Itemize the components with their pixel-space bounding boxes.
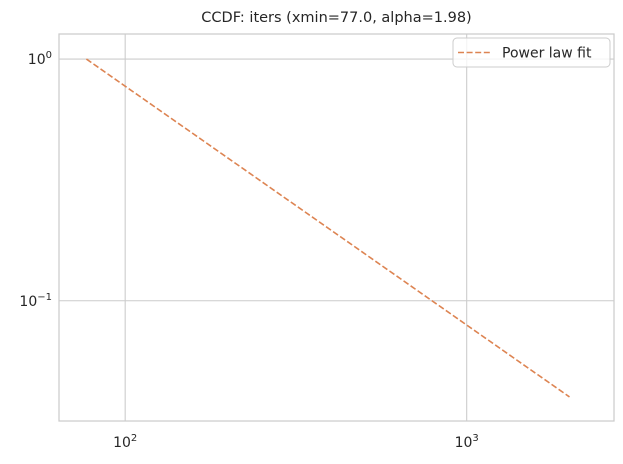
x-tick-exponent: 3 — [472, 433, 478, 444]
grid — [59, 34, 614, 421]
plot-area-frame — [58, 33, 615, 422]
legend: Power law fit — [452, 37, 611, 68]
chart-title: CCDF: iters (xmin=77.0, alpha=1.98) — [201, 10, 471, 26]
legend-box — [452, 37, 611, 68]
legend-label-power-law-fit: Power law fit — [502, 46, 592, 62]
x-tick-labels: 102 103 — [113, 433, 479, 451]
y-tick-base: 10 — [19, 294, 37, 310]
x-tick-base: 10 — [113, 435, 131, 451]
y-tick-exponent: −1 — [37, 292, 52, 303]
x-tick-base: 10 — [455, 435, 473, 451]
x-tick-exponent: 2 — [131, 433, 137, 444]
y-tick-base: 10 — [28, 52, 46, 68]
y-tick-label: 100 — [28, 50, 52, 68]
x-tick-label: 102 — [113, 433, 137, 451]
series-line-power-law-fit — [85, 58, 570, 398]
x-tick-label: 103 — [455, 433, 479, 451]
y-tick-label: 10−1 — [19, 292, 52, 310]
series-layer — [85, 58, 570, 398]
y-tick-exponent: 0 — [46, 50, 52, 61]
